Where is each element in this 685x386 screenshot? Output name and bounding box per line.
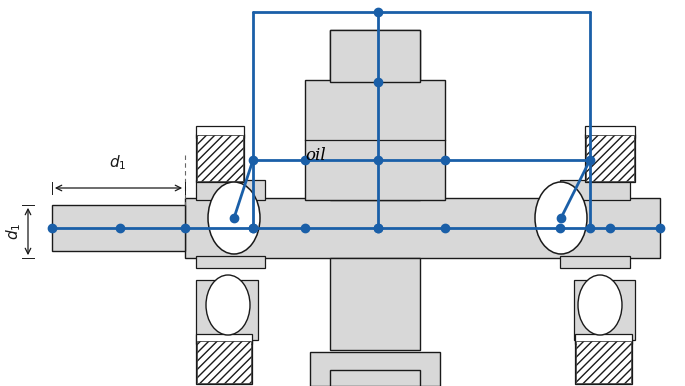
Bar (560, 180, 630, 200)
Bar (330, 258, 420, 350)
Bar (585, 134, 635, 182)
Bar (196, 256, 265, 268)
Bar (574, 280, 635, 340)
Bar (196, 134, 244, 182)
Bar (305, 80, 445, 200)
Bar (196, 340, 252, 384)
Bar (310, 352, 440, 386)
Bar (196, 180, 265, 200)
Bar (196, 334, 252, 344)
Bar (575, 334, 632, 344)
Bar (586, 135, 634, 181)
Bar (197, 341, 251, 383)
Bar (196, 280, 258, 340)
Bar (585, 126, 635, 138)
Ellipse shape (535, 182, 587, 254)
Ellipse shape (208, 182, 260, 254)
Bar (185, 198, 660, 258)
Bar (330, 370, 420, 386)
Bar (196, 126, 244, 138)
Ellipse shape (578, 275, 622, 335)
Bar (330, 30, 420, 200)
Bar (197, 135, 243, 181)
Text: oil: oil (305, 147, 326, 164)
Text: $d_1$: $d_1$ (5, 222, 23, 240)
Bar (52, 205, 185, 251)
Text: $d_1$: $d_1$ (110, 153, 127, 172)
Ellipse shape (206, 275, 250, 335)
Bar (560, 256, 630, 268)
Bar (576, 341, 631, 383)
Bar (330, 30, 420, 82)
Bar (575, 340, 632, 384)
